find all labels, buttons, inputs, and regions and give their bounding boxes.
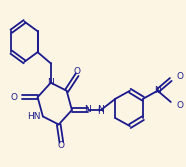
Text: O: O	[176, 101, 183, 110]
Text: O: O	[74, 67, 81, 76]
Text: N: N	[154, 86, 161, 95]
Text: H: H	[97, 107, 104, 116]
Text: O: O	[58, 141, 65, 150]
Text: N: N	[97, 105, 104, 114]
Text: N: N	[84, 105, 91, 114]
Text: HN: HN	[27, 112, 40, 121]
Text: O: O	[11, 93, 18, 102]
Text: O: O	[176, 72, 183, 81]
Text: N: N	[47, 78, 54, 87]
